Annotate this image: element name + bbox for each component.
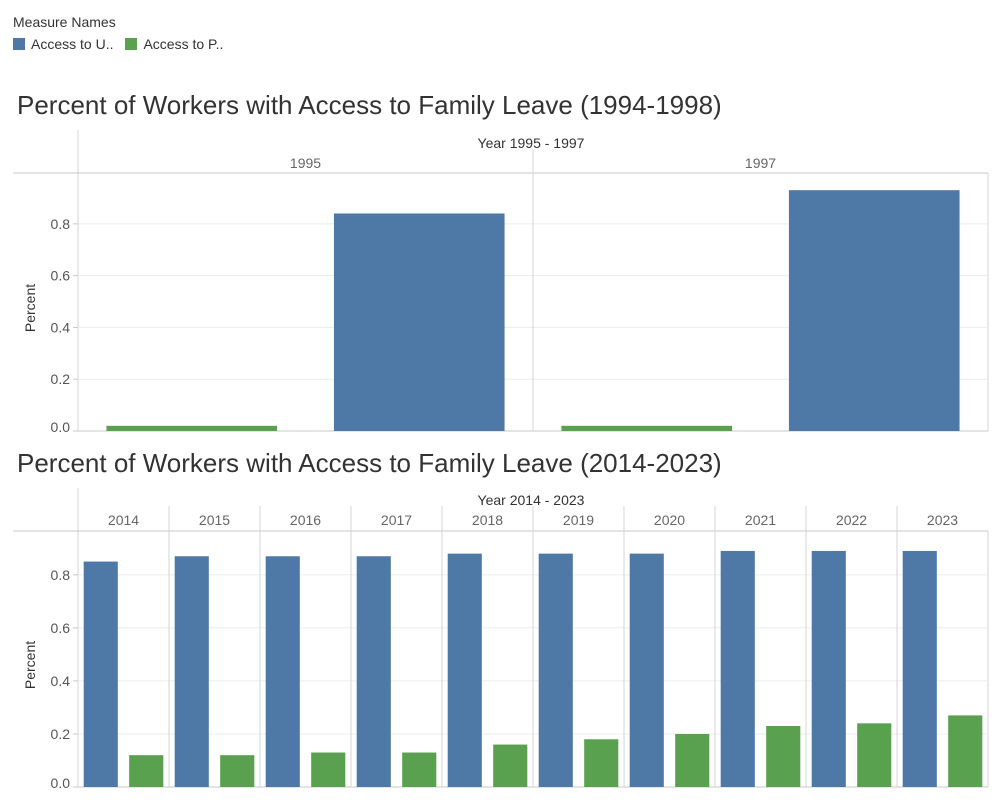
category-label: 2014 [108,512,139,528]
legend-item-access-p[interactable]: Access to P.. [125,36,223,52]
y-tick-label: 0.2 [51,726,71,742]
chart-title-1: Percent of Workers with Access to Family… [17,90,722,120]
y-tick-label: 0.8 [51,567,71,583]
legend-title: Measure Names [13,14,116,30]
category-label: 2015 [199,512,230,528]
bar[interactable] [902,550,937,787]
category-label: 2020 [654,512,685,528]
category-label: 2018 [472,512,503,528]
chart-title-2: Percent of Workers with Access to Family… [17,448,722,478]
bar[interactable] [106,425,278,431]
bar[interactable] [493,744,528,787]
y-tick-label: 0.0 [51,775,71,791]
category-label: 1995 [290,155,321,171]
y-tick-label: 0.6 [51,620,71,636]
bar[interactable] [447,553,482,787]
bar[interactable] [333,213,505,431]
legend-item-access-u[interactable]: Access to U.. [13,36,113,52]
bar[interactable] [356,556,391,787]
bar[interactable] [220,755,255,787]
y-tick-label: 0.8 [51,216,71,232]
bar[interactable] [265,556,300,787]
y-tick-label: 0.4 [51,673,71,689]
bar[interactable] [948,715,983,787]
legend-swatch [125,38,138,50]
bar[interactable] [584,739,619,787]
y-axis-label: Percent [22,641,38,689]
category-label: 2021 [745,512,776,528]
bar[interactable] [129,755,164,787]
bar[interactable] [766,726,801,787]
bar[interactable] [629,553,664,787]
bar[interactable] [311,752,346,787]
category-label: 2023 [927,512,958,528]
category-label: 1997 [745,155,776,171]
y-tick-label: 0.2 [51,371,71,387]
bar[interactable] [174,556,209,787]
category-label: 2019 [563,512,594,528]
bar[interactable] [857,723,892,787]
category-label: 2016 [290,512,321,528]
bar[interactable] [538,553,573,787]
bar[interactable] [83,561,118,787]
column-header: Year 1995 - 1997 [478,135,585,151]
category-label: 2017 [381,512,412,528]
y-tick-label: 0.0 [51,419,71,435]
bar[interactable] [402,752,437,787]
bar[interactable] [720,550,755,787]
category-label: 2022 [836,512,867,528]
bar[interactable] [561,425,733,431]
legend-label: Access to P.. [143,36,224,52]
legend-label: Access to U.. [31,36,114,52]
legend-swatch [13,38,25,50]
y-tick-label: 0.6 [51,268,71,284]
chart-2014-2023: Year 2014 - 2023 0.0 0.2 0.4 0.6 0.8 Percent 20… [13,488,989,791]
bar[interactable] [811,550,846,787]
y-axis-label: Percent [22,284,38,332]
bar[interactable] [788,190,960,431]
bar[interactable] [675,733,710,787]
column-header: Year 2014 - 2023 [478,492,585,508]
chart-1994-1998: Year 1995 - 1997 0.0 0.2 0.4 0.6 0.8 Percent 19… [13,130,989,435]
legend: Measure Names Access to U.. Access to P.… [13,14,223,52]
y-tick-label: 0.4 [51,319,71,335]
